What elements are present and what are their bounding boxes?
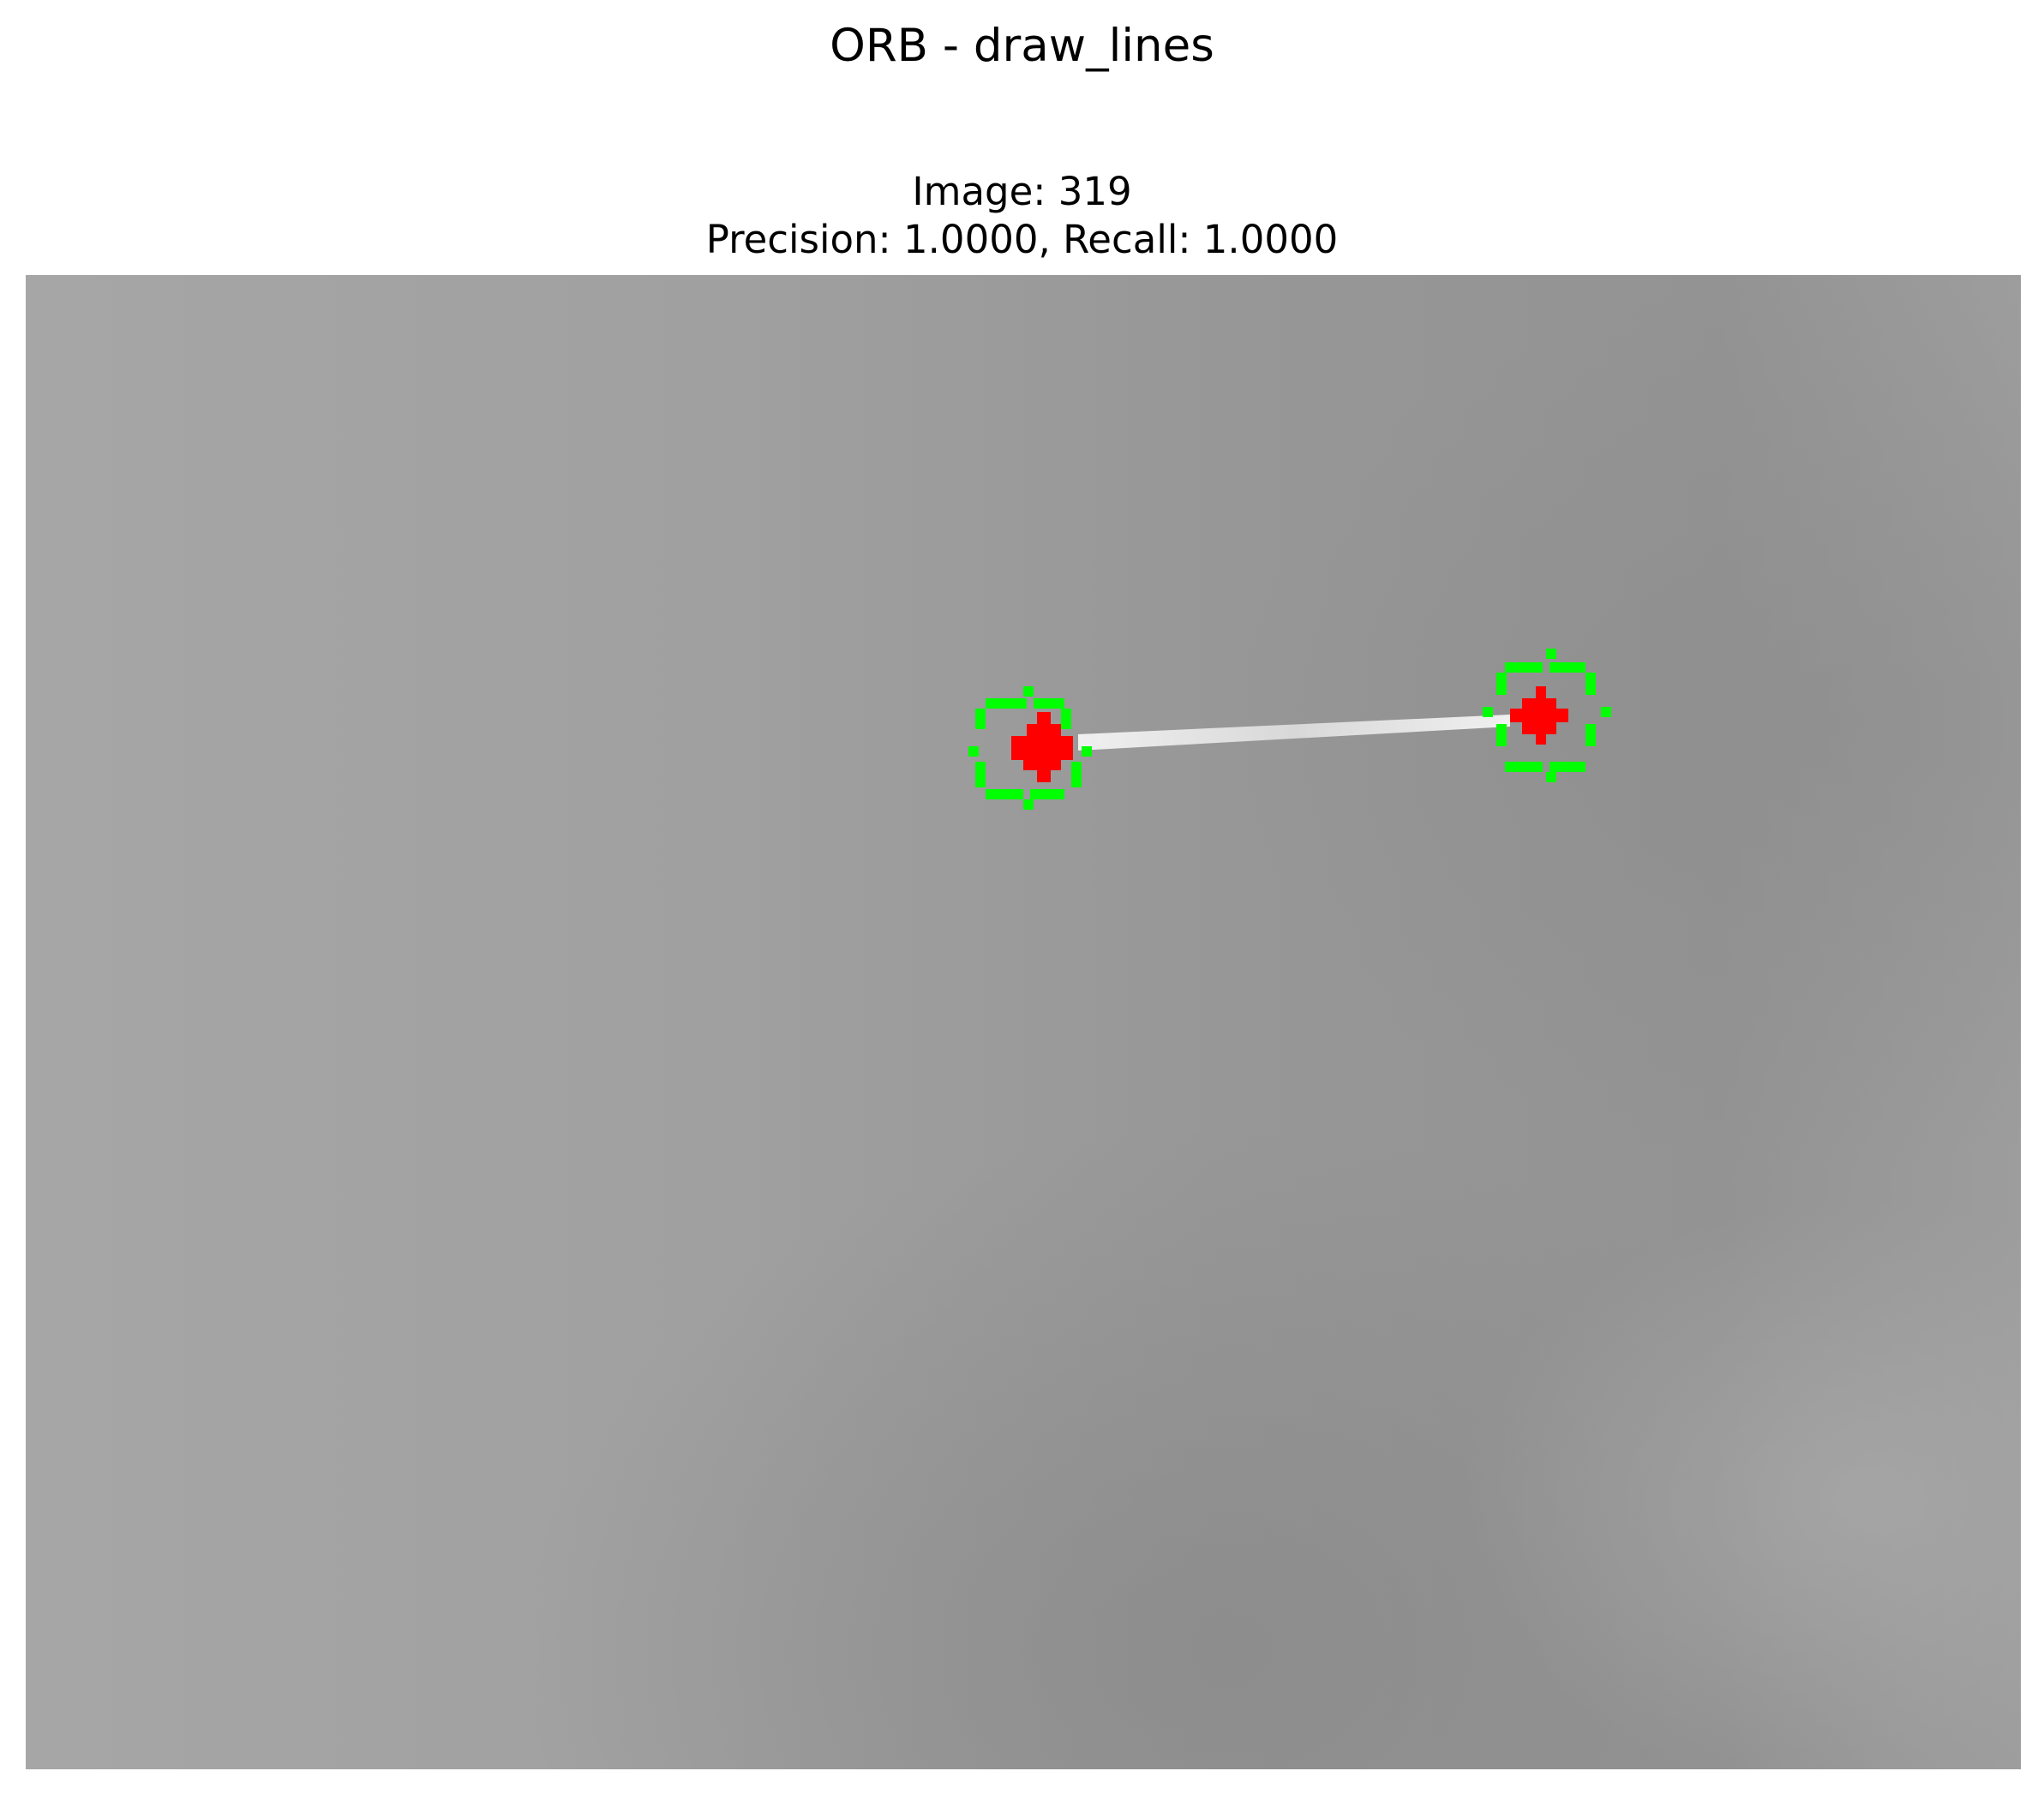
image-highlight-right bbox=[26, 275, 2021, 1769]
keypoint-image bbox=[26, 275, 2021, 1769]
keypoint-right-center bbox=[1510, 686, 1568, 745]
match-line bbox=[1078, 715, 1510, 751]
keypoint-right bbox=[1483, 649, 1611, 782]
keypoint-right-ring bbox=[1483, 649, 1611, 782]
keypoint-left-center bbox=[1011, 712, 1073, 782]
keypoint-left-ring bbox=[968, 686, 1092, 810]
image-id-label: Image: 319 bbox=[912, 169, 1132, 214]
figure-title: ORB - draw_lines bbox=[830, 20, 1214, 72]
keypoint-left bbox=[968, 686, 1092, 810]
keypoint-image-canvas bbox=[26, 275, 2021, 1769]
precision-recall-label: Precision: 1.0000, Recall: 1.0000 bbox=[705, 217, 1339, 262]
